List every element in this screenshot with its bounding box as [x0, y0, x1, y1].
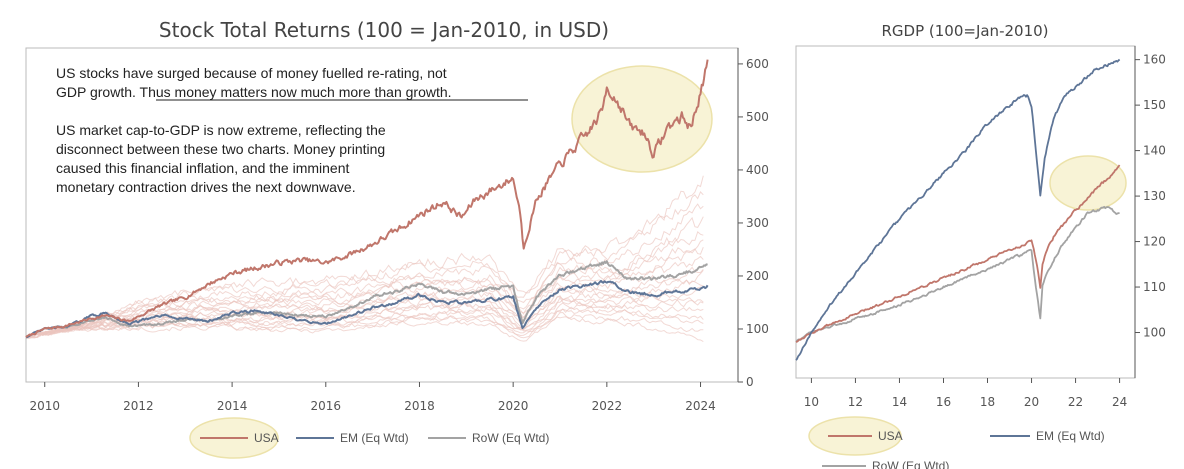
- y-tick-label: 500: [746, 110, 769, 124]
- y-tick-label: 140: [1143, 144, 1166, 158]
- x-tick-label: 2014: [217, 399, 248, 413]
- rgdp-legend-usa-label: USA: [878, 429, 903, 443]
- y-tick-label: 130: [1143, 189, 1166, 203]
- stock-series-group: [25, 59, 709, 339]
- y-tick-label: 110: [1143, 280, 1166, 294]
- y-tick-label: 200: [746, 269, 769, 283]
- y-tick-label: 300: [746, 216, 769, 230]
- country-line: [25, 308, 704, 339]
- annotation-note-2-line-1: US market cap-to-GDP is now extreme, ref…: [56, 122, 386, 138]
- x-tick-label: 12: [848, 395, 863, 409]
- y-tick-label: 160: [1143, 53, 1166, 67]
- x-tick-label: 2018: [404, 399, 435, 413]
- x-tick-label: 16: [936, 395, 951, 409]
- x-tick-label: 2022: [592, 399, 623, 413]
- country-line: [25, 175, 704, 338]
- series-line-row: [25, 260, 708, 339]
- rgdp-line-row: [795, 205, 1120, 343]
- rgdp-series-group: [795, 58, 1121, 361]
- series-line-usa: [25, 59, 709, 338]
- legend-row-label: RoW (Eq Wtd): [472, 431, 549, 445]
- y-tick-label: 400: [746, 163, 769, 177]
- rgdp-chart-title: RGDP (100=Jan-2010): [881, 22, 1048, 40]
- y-tick-label: 600: [746, 57, 769, 71]
- annotation-note-1-line-2: GDP growth. Thus money matters now much …: [56, 84, 452, 100]
- stock-legend: USA EM (Eq Wtd) RoW (Eq Wtd): [189, 417, 549, 459]
- annotation-note-2-line-3: caused this financial inflation, and the…: [56, 160, 350, 176]
- rgdp-highlight-ellipse: [1049, 155, 1127, 211]
- x-tick-label: 2020: [498, 399, 529, 413]
- rgdp-legend-row-label: RoW (Eq Wtd): [872, 459, 949, 469]
- legend-em-label: EM (Eq Wtd): [340, 431, 409, 445]
- x-tick-label: 10: [804, 395, 819, 409]
- rgdp-x-ticks: 10 12 14 16 18 20 22 24: [804, 378, 1127, 409]
- x-tick-label: 2012: [123, 399, 154, 413]
- annotation-note-1: US stocks have surged because of money f…: [56, 65, 528, 101]
- stock-y-ticks: 0 100 200 300 400 500 600: [738, 57, 769, 389]
- country-line: [25, 266, 704, 339]
- y-tick-label: 100: [1143, 326, 1166, 340]
- y-tick-label: 100: [746, 322, 769, 336]
- country-line: [25, 203, 704, 339]
- usa-highlight-ellipse: [571, 65, 713, 173]
- country-line: [25, 216, 704, 338]
- x-tick-label: 2024: [685, 399, 716, 413]
- stock-x-ticks: 2010 2012 2014 2016 2018 2020 2022 2024: [29, 382, 716, 413]
- x-tick-label: 20: [1024, 395, 1039, 409]
- country-line: [25, 316, 704, 343]
- country-line: [25, 302, 704, 338]
- rgdp-legend-em-label: EM (Eq Wtd): [1036, 429, 1105, 443]
- annotation-note-1-line-1: US stocks have surged because of money f…: [56, 65, 447, 81]
- x-tick-label: 18: [980, 395, 995, 409]
- x-tick-label: 22: [1068, 395, 1083, 409]
- rgdp-chart: RGDP (100=Jan-2010) 100 110 120 130 140 150 16…: [795, 22, 1166, 469]
- series-line-em: [25, 279, 709, 339]
- x-tick-label: 2010: [29, 399, 60, 413]
- country-line: [25, 231, 704, 338]
- y-tick-label: 0: [746, 375, 754, 389]
- country-lines-group: [25, 175, 704, 343]
- rgdp-line-usa: [795, 164, 1121, 343]
- stock-chart-title: Stock Total Returns (100 = Jan-2010, in …: [159, 18, 609, 42]
- country-line: [25, 191, 704, 338]
- stock-returns-chart: Stock Total Returns (100 = Jan-2010, in …: [25, 18, 769, 459]
- country-line: [25, 269, 704, 338]
- annotation-note-2: US market cap-to-GDP is now extreme, ref…: [56, 122, 386, 195]
- annotation-note-2-line-4: monetary contraction drives the next dow…: [56, 179, 356, 195]
- x-tick-label: 14: [892, 395, 907, 409]
- country-line: [25, 247, 704, 338]
- rgdp-y-ticks: 100 110 120 130 140 150 160: [1135, 53, 1166, 340]
- y-tick-label: 120: [1143, 235, 1166, 249]
- x-tick-label: 24: [1112, 395, 1127, 409]
- legend-usa-label: USA: [254, 431, 279, 445]
- rgdp-legend: USA EM (Eq Wtd) RoW (Eq Wtd): [808, 416, 1105, 469]
- x-tick-label: 2016: [311, 399, 342, 413]
- y-tick-label: 150: [1143, 98, 1166, 112]
- rgdp-line-em: [795, 58, 1121, 361]
- annotation-note-2-line-2: disconnect between these two charts. Mon…: [56, 141, 385, 157]
- rgdp-chart-frame: [795, 45, 1136, 379]
